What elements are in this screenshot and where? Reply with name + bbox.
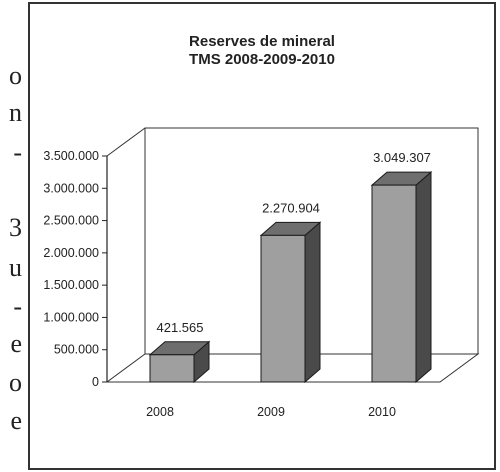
x-tick-label: 2008 [146, 405, 174, 419]
side-letter: o [9, 61, 22, 90]
y-axis-ticks: 0 500.000 1.000.000 1.500.000 2.000.000 2.500… [43, 149, 107, 389]
y-tick-label: 0 [92, 375, 99, 389]
y-tick-label: 2.000.000 [43, 246, 99, 260]
x-axis-labels: 2008 2009 2010 [146, 405, 396, 419]
bar-side-face [415, 171, 432, 384]
side-letter: e [10, 329, 22, 358]
x-tick-label: 2010 [368, 405, 396, 419]
clipped-side-text: o n - 3 u - e o e [0, 0, 30, 472]
bar-front-face [149, 354, 195, 383]
side-letter: e [10, 406, 22, 435]
bar-front-face [260, 234, 306, 383]
bar-side-face [304, 221, 321, 384]
side-letter: - [13, 292, 22, 321]
bars: 421.565 2.270.904 3.049.307 [148, 150, 433, 384]
data-label: 2.270.904 [262, 200, 320, 215]
data-label: 421.565 [157, 320, 204, 335]
y-tick-label: 3.000.000 [43, 181, 99, 195]
data-label: 3.049.307 [373, 150, 431, 165]
bar-2008 [148, 340, 211, 384]
side-letter: - [13, 138, 22, 167]
y-tick-label: 1.000.000 [43, 310, 99, 324]
side-letter: 3 [9, 213, 22, 242]
bar-2009 [259, 221, 322, 384]
side-letter: n [9, 98, 22, 127]
chart-title-line-2: TMS 2008-2009-2010 [189, 51, 335, 68]
y-tick-label: 1.500.000 [43, 278, 99, 292]
side-letter: u [9, 253, 22, 282]
y-tick-label: 3.500.000 [43, 149, 99, 163]
bar-front-face [371, 184, 417, 383]
x-tick-label: 2009 [257, 405, 285, 419]
side-letter: o [9, 368, 22, 397]
y-tick-label: 2.500.000 [43, 214, 99, 228]
y-tick-label: 500.000 [54, 343, 99, 357]
chart-title-line-1: Reserves de mineral [189, 33, 335, 50]
side-wall-edge [106, 127, 146, 157]
bar-2010 [370, 171, 433, 384]
